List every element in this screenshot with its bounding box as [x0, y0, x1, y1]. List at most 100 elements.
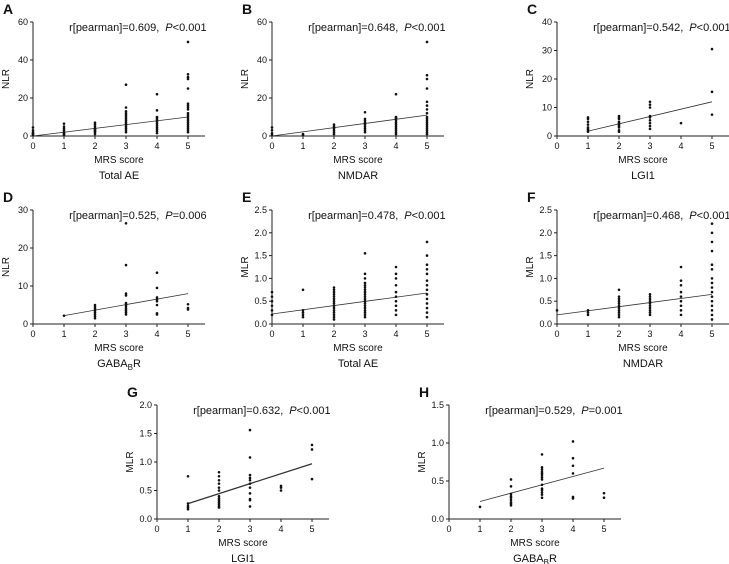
- data-point: [186, 504, 190, 508]
- y-axis-label: NLR: [240, 69, 251, 89]
- p-value: <0.001: [297, 405, 331, 417]
- data-point: [363, 283, 367, 287]
- data-point: [270, 313, 274, 317]
- regression-line: [271, 292, 428, 315]
- x-tick-label: 5: [601, 524, 606, 534]
- data-point: [332, 311, 336, 314]
- data-point: [363, 306, 367, 310]
- data-point: [540, 491, 544, 494]
- data-point: [648, 299, 652, 303]
- data-point: [540, 466, 544, 469]
- correlation-annotation: r[pearman]=0.648, P<0.001: [308, 22, 445, 34]
- y-tick-label: 20: [542, 74, 552, 84]
- data-point: [31, 129, 35, 132]
- data-point: [124, 292, 128, 295]
- data-point: [248, 497, 252, 501]
- data-point: [186, 119, 190, 123]
- data-point: [301, 288, 305, 292]
- p-label: P: [689, 22, 697, 34]
- data-point: [710, 281, 714, 285]
- regression-line: [271, 114, 428, 137]
- x-tick-label: 2: [92, 141, 97, 151]
- y-tick-label: 1.5: [254, 251, 267, 261]
- data-point: [217, 486, 221, 489]
- data-point: [679, 121, 683, 125]
- data-point: [425, 297, 429, 301]
- data-point: [363, 117, 367, 121]
- data-point: [710, 263, 714, 267]
- x-axis-label: MRS score: [218, 538, 268, 549]
- r-value: r[pearman]=0.468,: [593, 210, 683, 222]
- data-point: [217, 489, 221, 492]
- p-value: <0.001: [412, 22, 446, 34]
- panel-subtitle: Total AE: [99, 170, 139, 182]
- data-point: [270, 126, 274, 129]
- x-tick-label: 4: [154, 141, 159, 151]
- data-point: [363, 290, 367, 294]
- data-point: [155, 131, 159, 135]
- data-point: [679, 295, 683, 298]
- panel-subtitle: NMDAR: [623, 358, 663, 370]
- x-tick-label: 3: [539, 524, 544, 534]
- data-point: [648, 114, 652, 118]
- data-point: [124, 111, 128, 115]
- data-point: [617, 315, 621, 319]
- data-point: [710, 290, 714, 294]
- data-point: [617, 302, 621, 305]
- data-point: [425, 129, 429, 132]
- panel-letter: B: [242, 1, 252, 17]
- data-point: [186, 77, 190, 81]
- y-tick-label: 20: [257, 93, 267, 103]
- y-tick-label: 2.5: [539, 205, 552, 215]
- panel-letter: E: [242, 189, 251, 205]
- panel-subtitle: LGI1: [231, 553, 255, 564]
- x-tick-label: 5: [185, 329, 190, 339]
- data-point: [425, 254, 429, 257]
- data-point: [62, 125, 66, 128]
- data-point: [509, 485, 513, 488]
- data-point: [301, 313, 305, 317]
- correlation-annotation: r[pearman]=0.478, P<0.001: [308, 210, 445, 222]
- p-label: P: [404, 210, 412, 222]
- p-value: <0.001: [173, 22, 207, 34]
- x-tick-label: 1: [300, 329, 305, 339]
- x-tick-label: 4: [678, 329, 683, 339]
- panel-letter: C: [527, 1, 537, 17]
- data-point: [155, 109, 159, 112]
- x-tick-label: 0: [30, 141, 35, 151]
- data-point: [425, 119, 429, 123]
- data-point: [186, 113, 190, 117]
- data-point: [363, 297, 367, 301]
- data-point: [155, 296, 159, 299]
- data-point: [270, 129, 274, 132]
- data-point: [363, 125, 367, 128]
- data-point: [186, 121, 190, 124]
- y-tick-label: 2.0: [254, 228, 267, 238]
- data-point: [617, 295, 621, 298]
- data-point: [332, 293, 336, 296]
- data-point: [186, 87, 190, 90]
- data-point: [124, 123, 128, 126]
- data-point: [540, 496, 544, 500]
- data-point: [363, 295, 367, 298]
- data-point: [394, 130, 398, 134]
- y-tick-label: 0: [547, 131, 552, 141]
- data-point: [425, 293, 429, 296]
- data-point: [332, 127, 336, 130]
- panel-letter: F: [527, 189, 536, 205]
- y-tick-label: 0.5: [139, 486, 152, 496]
- data-point: [394, 119, 398, 123]
- data-point: [540, 475, 544, 479]
- data-point: [679, 309, 683, 312]
- data-point: [617, 309, 621, 312]
- data-point: [270, 290, 274, 294]
- x-tick-label: 0: [269, 329, 274, 339]
- y-tick-label: 60: [18, 17, 28, 27]
- data-point: [540, 483, 544, 487]
- r-value: r[pearman]=0.525,: [69, 210, 159, 222]
- y-tick-label: 1.0: [254, 273, 267, 283]
- data-point: [363, 313, 367, 317]
- y-tick-label: 40: [18, 55, 28, 65]
- data-point: [394, 125, 398, 128]
